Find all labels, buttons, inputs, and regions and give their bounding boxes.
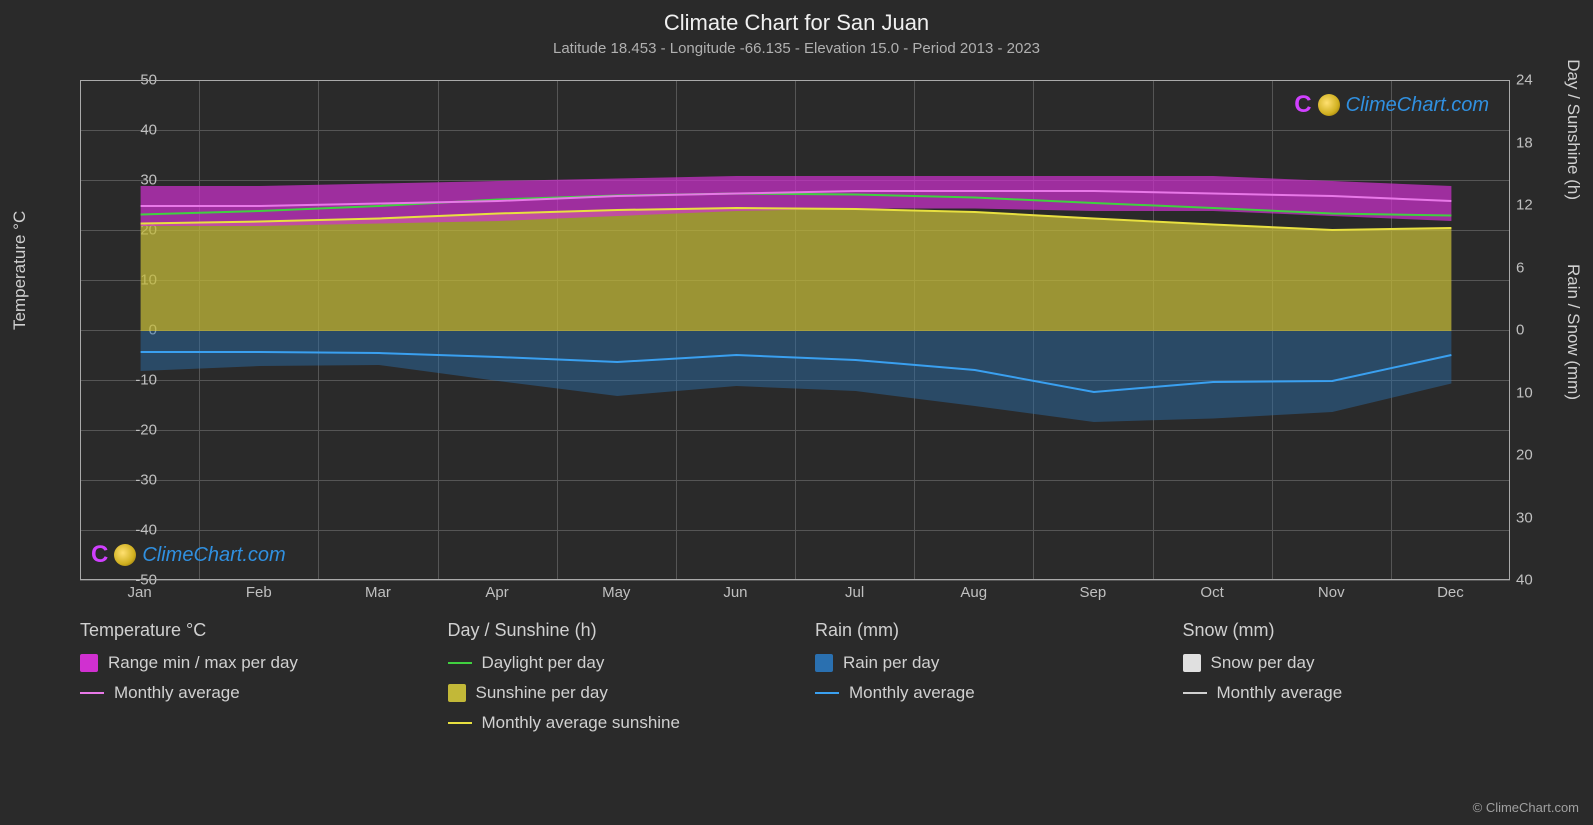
y-tick-right: 24 (1516, 72, 1533, 89)
legend-header: Day / Sunshine (h) (448, 620, 776, 641)
copyright: © ClimeChart.com (1473, 800, 1579, 815)
legend-label: Daylight per day (482, 653, 605, 673)
logo-sun-icon (114, 544, 136, 566)
watermark-logo: C ClimeChart.com (91, 541, 286, 569)
y-tick-right: 20 (1516, 447, 1533, 464)
legend-swatch (80, 654, 98, 672)
legend-item: Monthly average (1183, 683, 1511, 703)
y-tick-right: 30 (1516, 509, 1533, 526)
title-block: Climate Chart for San Juan Latitude 18.4… (0, 0, 1593, 57)
legend: Temperature °C Range min / max per day Mon… (80, 620, 1510, 743)
y-axis-right-top-label: Day / Sunshine (h) (1563, 59, 1583, 200)
legend-item: Snow per day (1183, 653, 1511, 673)
y-axis-right-bottom-label: Rain / Snow (mm) (1563, 264, 1583, 400)
logo-sun-icon (1318, 94, 1340, 116)
legend-item: Range min / max per day (80, 653, 408, 673)
legend-label: Monthly average (114, 683, 240, 703)
y-axis-left-label: Temperature °C (10, 211, 30, 330)
legend-swatch (80, 692, 104, 694)
x-tick-month: Sep (1080, 584, 1107, 601)
x-tick-month: Jan (127, 584, 151, 601)
legend-column: Rain (mm) Rain per day Monthly average (815, 620, 1143, 743)
chart-subtitle: Latitude 18.453 - Longitude -66.135 - El… (0, 40, 1593, 57)
legend-header: Rain (mm) (815, 620, 1143, 641)
legend-column: Temperature °C Range min / max per day Mon… (80, 620, 408, 743)
x-tick-month: Feb (246, 584, 272, 601)
legend-item: Monthly average (80, 683, 408, 703)
x-tick-month: Nov (1318, 584, 1345, 601)
legend-column: Day / Sunshine (h) Daylight per day Sunshi… (448, 620, 776, 743)
x-tick-month: Dec (1437, 584, 1464, 601)
legend-swatch (1183, 692, 1207, 694)
legend-item: Monthly average sunshine (448, 713, 776, 733)
legend-swatch (448, 722, 472, 724)
x-tick-month: Mar (365, 584, 391, 601)
legend-header: Snow (mm) (1183, 620, 1511, 641)
x-tick-month: Oct (1200, 584, 1223, 601)
watermark-text: ClimeChart.com (142, 544, 285, 567)
y-tick-right: 6 (1516, 259, 1524, 276)
legend-label: Monthly average (849, 683, 975, 703)
watermark-logo: C ClimeChart.com (1294, 91, 1489, 119)
chart-title: Climate Chart for San Juan (0, 10, 1593, 36)
legend-swatch (448, 662, 472, 664)
legend-swatch (1183, 654, 1201, 672)
rain-band (141, 331, 1452, 422)
plot-svg (81, 81, 1511, 581)
legend-label: Sunshine per day (476, 683, 608, 703)
legend-item: Rain per day (815, 653, 1143, 673)
y-tick-right: 18 (1516, 134, 1533, 151)
x-tick-month: Apr (485, 584, 508, 601)
legend-label: Rain per day (843, 653, 939, 673)
legend-swatch (815, 692, 839, 694)
legend-label: Monthly average (1217, 683, 1343, 703)
x-tick-month: Jun (723, 584, 747, 601)
y-tick-right: 40 (1516, 572, 1533, 589)
logo-c-icon: C (1294, 91, 1311, 119)
legend-item: Monthly average (815, 683, 1143, 703)
legend-item: Daylight per day (448, 653, 776, 673)
legend-swatch (448, 684, 466, 702)
x-tick-month: May (602, 584, 630, 601)
legend-label: Monthly average sunshine (482, 713, 680, 733)
legend-swatch (815, 654, 833, 672)
plot-area: C ClimeChart.com C ClimeChart.com (80, 80, 1510, 580)
watermark-text: ClimeChart.com (1346, 94, 1489, 117)
legend-column: Snow (mm) Snow per day Monthly average (1183, 620, 1511, 743)
x-tick-month: Aug (960, 584, 987, 601)
y-tick-right: 0 (1516, 322, 1524, 339)
legend-label: Snow per day (1211, 653, 1315, 673)
y-tick-right: 10 (1516, 384, 1533, 401)
legend-header: Temperature °C (80, 620, 408, 641)
logo-c-icon: C (91, 541, 108, 569)
climate-chart: Climate Chart for San Juan Latitude 18.4… (0, 0, 1593, 825)
y-tick-right: 12 (1516, 197, 1533, 214)
x-tick-month: Jul (845, 584, 864, 601)
legend-label: Range min / max per day (108, 653, 298, 673)
legend-item: Sunshine per day (448, 683, 776, 703)
